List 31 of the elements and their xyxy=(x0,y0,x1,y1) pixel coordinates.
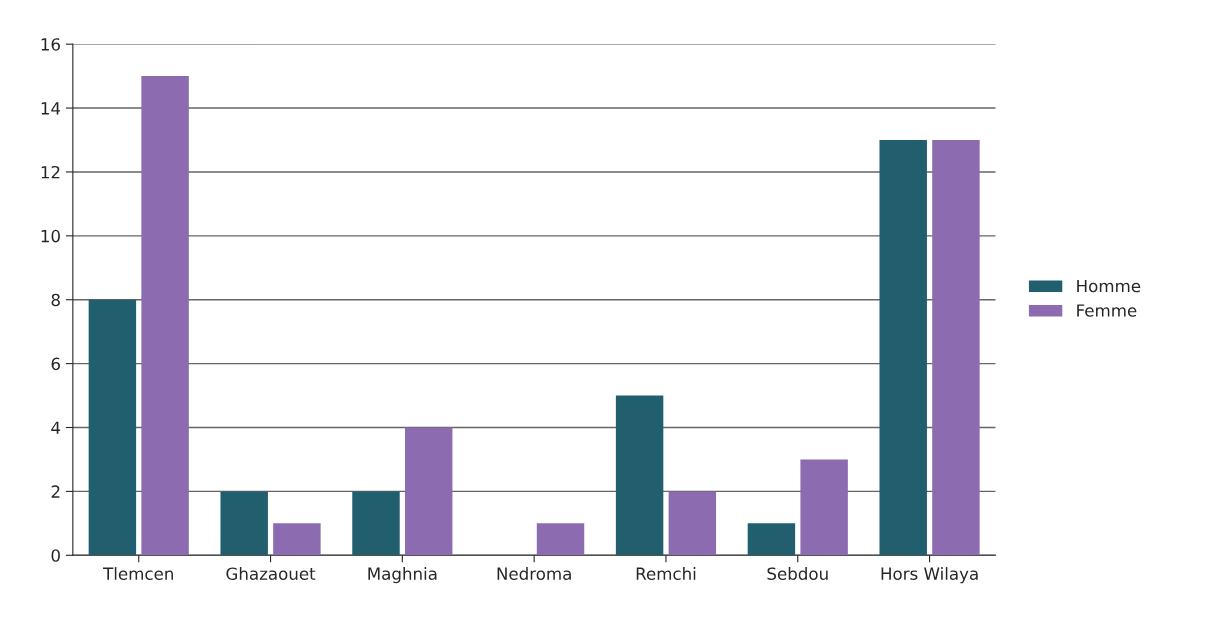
legend-label: Homme xyxy=(1077,279,1141,293)
bar xyxy=(879,140,927,556)
y-tick-label: 16 xyxy=(41,38,60,51)
x-tick-label: Maghnia xyxy=(368,567,437,584)
x-tick-label: Tlemcen xyxy=(103,567,173,580)
x-tick-label: Hors Wilaya xyxy=(881,567,978,584)
legend-label: Femme xyxy=(1077,304,1137,317)
bar xyxy=(404,427,453,556)
y-tick-label: 0 xyxy=(51,549,60,562)
bar xyxy=(932,140,980,556)
bar xyxy=(536,523,585,556)
y-tick-label: 8 xyxy=(51,293,60,307)
bar xyxy=(88,299,137,556)
bar xyxy=(273,523,321,556)
y-tick-label: 12 xyxy=(41,165,60,179)
y-tick-label: 14 xyxy=(41,102,61,115)
bar xyxy=(141,76,189,556)
bar xyxy=(352,491,400,556)
y-tick-label: 6 xyxy=(51,357,60,371)
bar xyxy=(747,523,796,556)
bar xyxy=(800,459,848,556)
y-tick-label: 10 xyxy=(41,229,60,243)
x-tick-label: Nedroma xyxy=(497,567,571,580)
bar xyxy=(220,491,268,556)
x-tick-label: Ghazaouet xyxy=(226,567,316,580)
y-tick-label: 4 xyxy=(51,421,61,434)
bar xyxy=(668,491,717,556)
x-tick-label: Sebdou xyxy=(767,567,828,580)
bar xyxy=(615,395,664,556)
x-tick-label: Remchi xyxy=(636,567,696,580)
y-tick-label: 2 xyxy=(51,485,60,498)
